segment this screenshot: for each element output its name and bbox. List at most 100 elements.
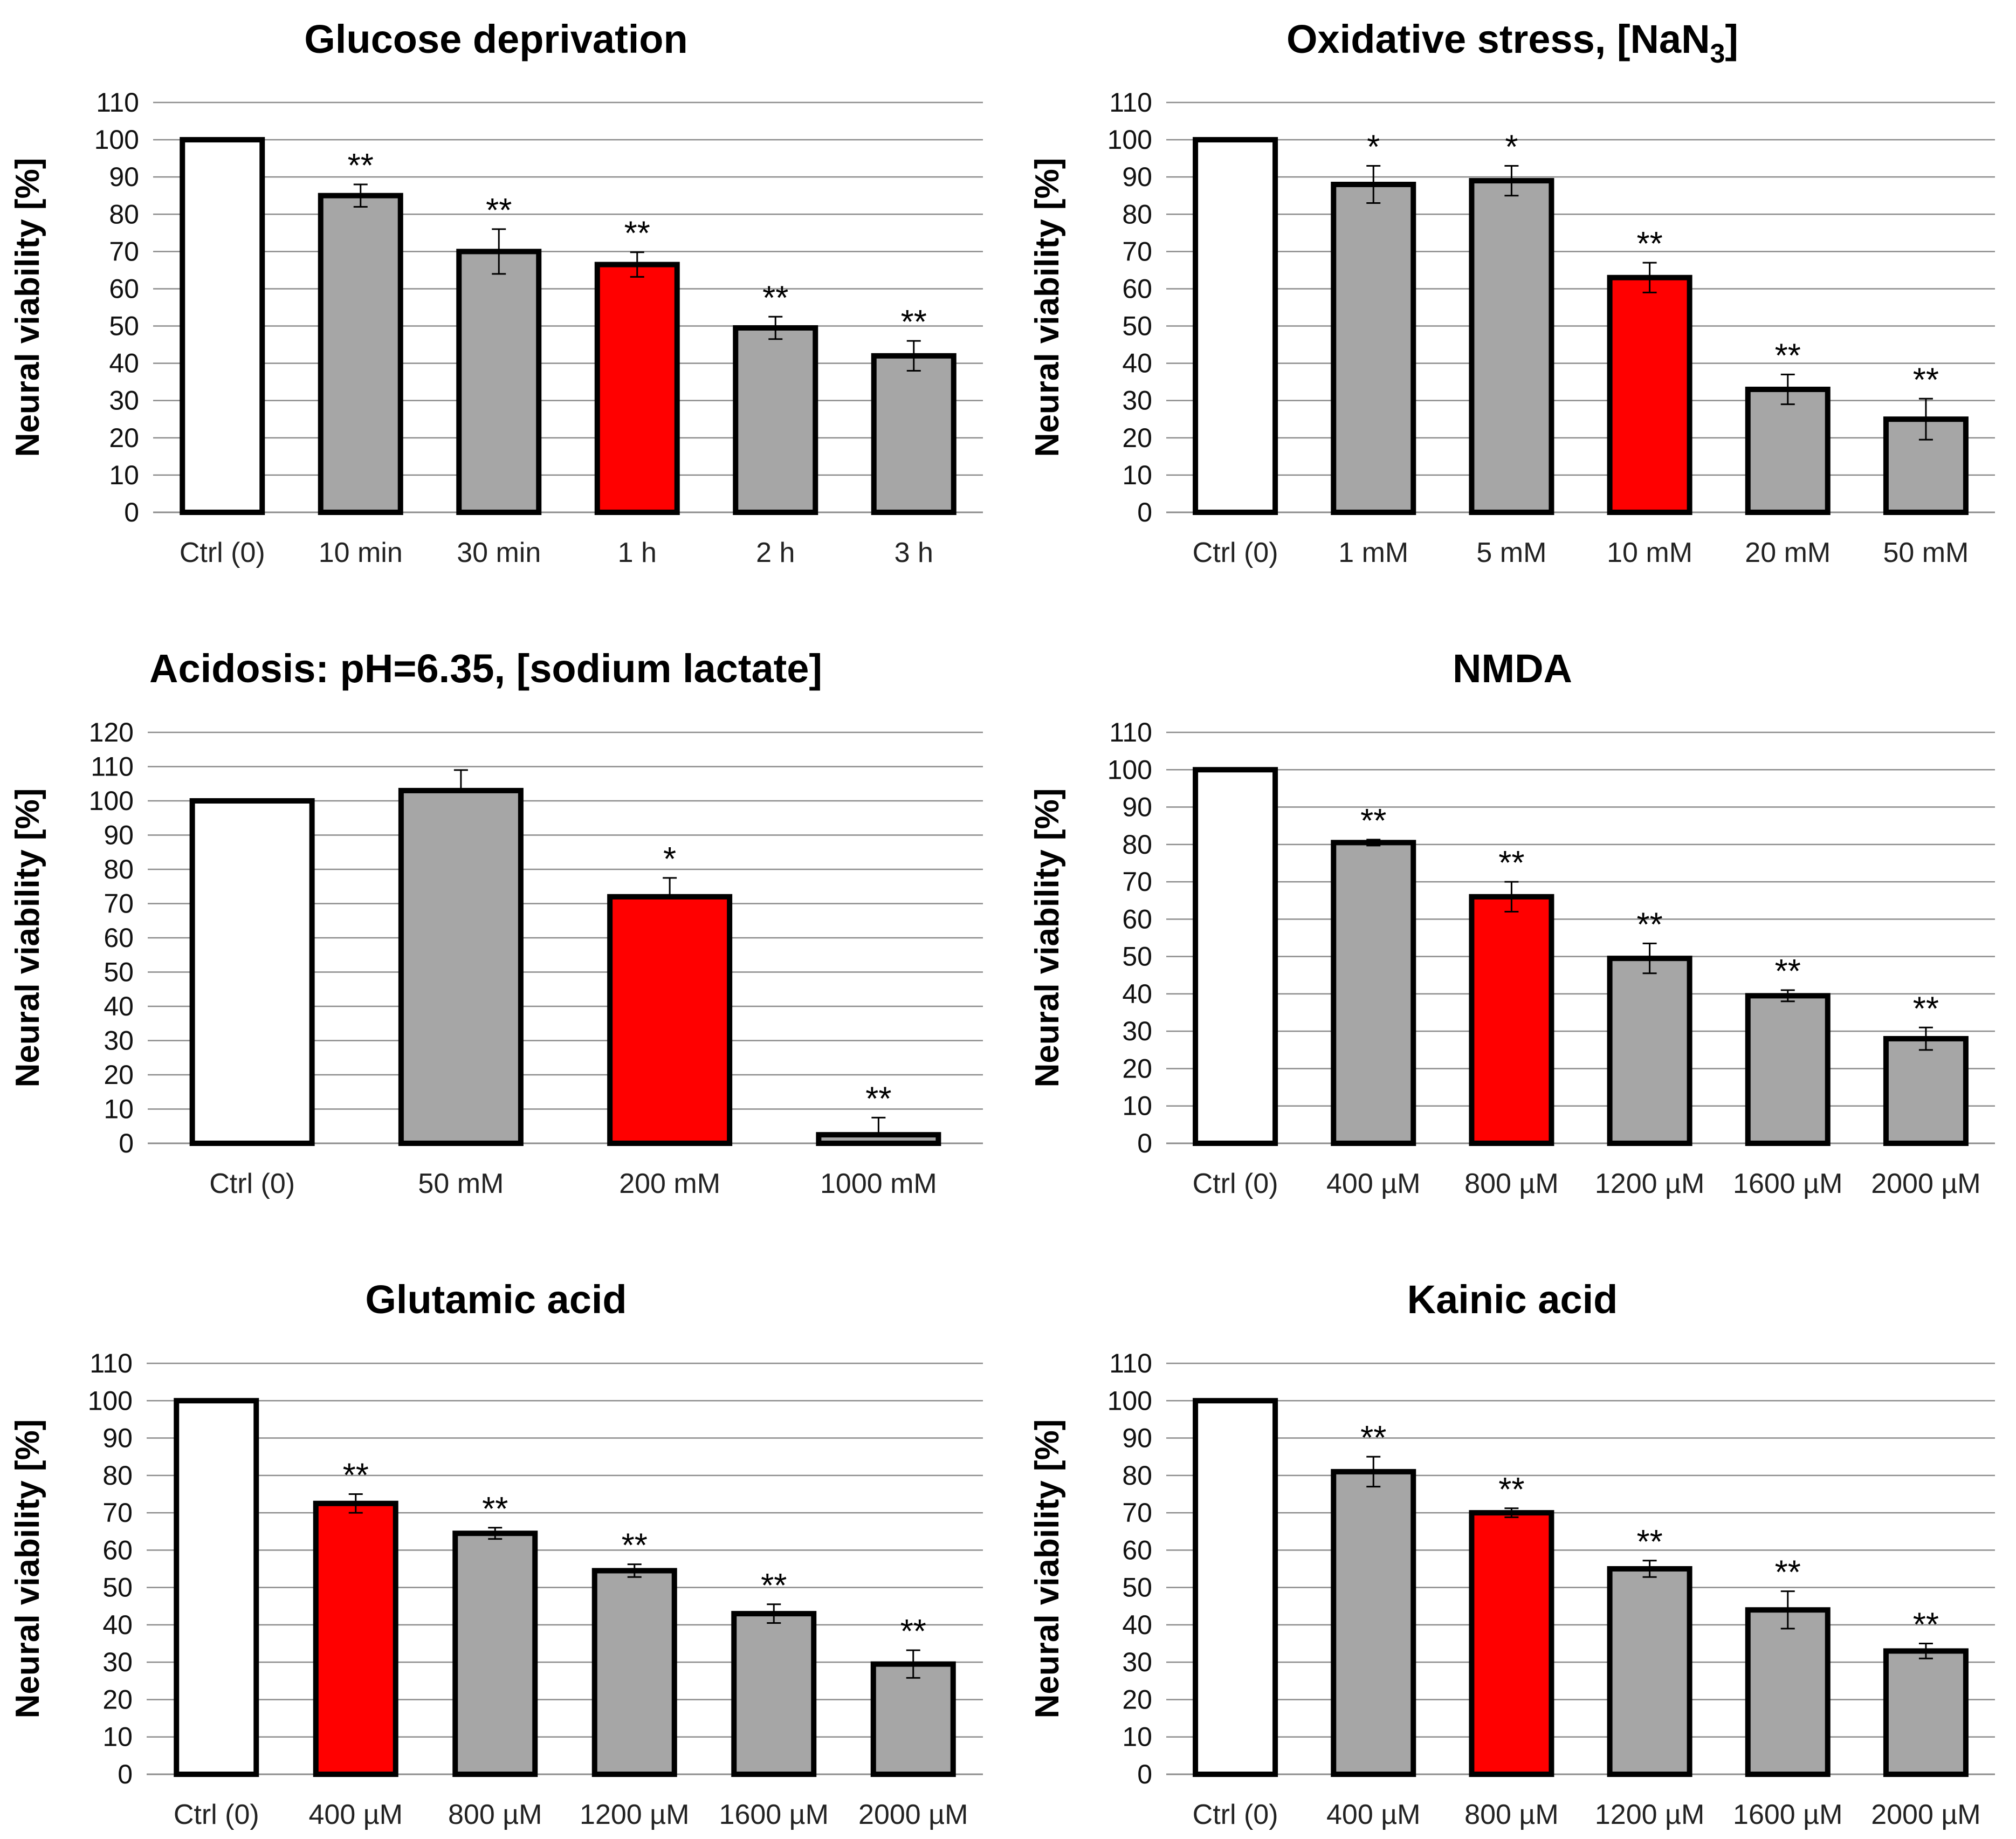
chart-title: Acidosis: pH=6.35, [sodium lactate]	[149, 646, 822, 691]
significance-marker: **	[761, 1567, 787, 1604]
y-tick-label: 10	[1122, 1091, 1152, 1121]
bar-1600-m	[1745, 993, 1831, 1146]
bar-1200-m	[1607, 956, 1692, 1146]
x-category-label: 20 mM	[1745, 537, 1831, 568]
y-axis-label: Neural viability [%]	[1029, 788, 1066, 1088]
significance-marker: **	[762, 279, 788, 317]
y-tick-label: 70	[1122, 1498, 1152, 1528]
significance-marker: **	[1913, 990, 1939, 1027]
significance-marker: **	[865, 1080, 891, 1117]
x-category-label: Ctrl (0)	[1193, 1168, 1278, 1199]
bar-1600-m	[1745, 1607, 1831, 1777]
bar-ctrl-0	[189, 798, 315, 1146]
chart-title: NMDA	[1453, 646, 1572, 691]
y-tick-label: 0	[1137, 497, 1152, 527]
y-tick-label: 10	[1122, 1722, 1152, 1752]
bar-10-min	[318, 193, 403, 515]
bar-ctrl-0	[1193, 1398, 1278, 1777]
y-tick-label: 120	[89, 717, 134, 747]
chart-panel-4: NMDA Neural viability [%] 0 10 20 30 40 50 60 70 8…	[1029, 646, 1995, 1199]
bar-1-mm	[1331, 182, 1416, 515]
y-tick-label: 50	[102, 1573, 133, 1603]
y-tick-label: 70	[109, 236, 139, 266]
y-tick-label: 0	[118, 1759, 133, 1789]
x-category-label: 800 µM	[1464, 1799, 1558, 1830]
y-tick-label: 100	[88, 1385, 133, 1416]
chart-title: Oxidative stress, [NaN3]	[1286, 17, 1738, 68]
x-category-label: 1600 µM	[1733, 1168, 1842, 1199]
y-tick-label: 30	[104, 1026, 134, 1056]
y-tick-label: 60	[1122, 1535, 1152, 1565]
x-category-label: 3 h	[895, 537, 933, 568]
x-category-label: 1600 µM	[1733, 1799, 1842, 1830]
bar-5-mm	[1469, 178, 1554, 516]
significance-marker: **	[343, 1457, 369, 1494]
bar-2000-m	[1883, 1648, 1969, 1777]
y-tick-label: 0	[1137, 1128, 1152, 1158]
y-tick-label: 80	[1122, 199, 1152, 229]
significance-marker: *	[663, 841, 676, 878]
significance-marker: **	[1498, 1471, 1524, 1508]
bar-1600-m	[731, 1611, 817, 1777]
significance-marker: **	[348, 147, 374, 184]
y-tick-label: 70	[1122, 867, 1152, 897]
x-category-label: 200 mM	[619, 1168, 720, 1199]
x-category-label: 400 µM	[1326, 1168, 1420, 1199]
x-category-label: Ctrl (0)	[180, 537, 265, 568]
significance-marker: **	[1775, 337, 1801, 374]
chart-panel-6: Kainic acid Neural viability [%] 0 10 20 30 40…	[1029, 1277, 1995, 1830]
bar-2000-m	[1883, 1036, 1969, 1147]
y-tick-label: 0	[124, 497, 139, 527]
y-tick-label: 90	[102, 1423, 133, 1453]
y-tick-label: 80	[1122, 829, 1152, 860]
y-tick-label: 80	[104, 854, 134, 884]
y-tick-label: 30	[109, 386, 139, 416]
y-axis-label: Neural viability [%]	[9, 158, 46, 457]
chart-panel-2: Oxidative stress, [NaN3] Neural viability…	[1029, 17, 1995, 568]
significance-marker: **	[624, 215, 650, 252]
significance-marker: **	[486, 192, 512, 229]
y-tick-label: 100	[94, 125, 139, 155]
y-tick-label: 90	[1122, 792, 1152, 822]
y-tick-label: 40	[104, 991, 134, 1021]
y-axis-label: Neural viability [%]	[1029, 1419, 1066, 1719]
x-category-label: 50 mM	[1883, 537, 1969, 568]
y-tick-label: 20	[109, 423, 139, 453]
bar-400-m	[1331, 1469, 1416, 1777]
y-tick-label: 10	[109, 460, 139, 490]
x-category-label: 2000 µM	[1871, 1799, 1980, 1830]
bar-400-m	[1331, 840, 1416, 1146]
x-category-label: 2 h	[756, 537, 795, 568]
y-tick-label: 100	[1107, 125, 1152, 155]
x-category-label: 10 mM	[1607, 537, 1692, 568]
y-tick-label: 0	[1137, 1759, 1152, 1789]
x-category-label: 800 µM	[448, 1799, 542, 1830]
y-tick-label: 60	[102, 1535, 133, 1565]
chart-title: Glucose deprivation	[304, 17, 687, 61]
significance-marker: **	[901, 304, 927, 341]
x-category-label: 1200 µM	[1595, 1799, 1704, 1830]
significance-marker: **	[622, 1527, 648, 1564]
x-category-label: 1 h	[618, 537, 657, 568]
bar-30-min	[456, 249, 542, 515]
chart-title: Glutamic acid	[365, 1277, 627, 1322]
y-tick-label: 70	[104, 889, 134, 919]
bar-1-h	[594, 262, 680, 515]
y-axis-label: Neural viability [%]	[9, 1419, 46, 1719]
significance-marker: **	[1360, 802, 1386, 840]
x-category-label: 1200 µM	[580, 1799, 689, 1830]
bar-800-m	[1469, 894, 1554, 1147]
bar-2-h	[733, 325, 818, 515]
y-tick-label: 20	[1122, 1053, 1152, 1083]
chart-panel-3: Acidosis: pH=6.35, [sodium lactate] Neura…	[9, 646, 983, 1199]
y-tick-label: 70	[102, 1498, 133, 1528]
y-tick-label: 10	[102, 1722, 133, 1752]
significance-marker: **	[1775, 1554, 1801, 1591]
significance-marker: **	[1913, 1607, 1939, 1644]
bar-ctrl-0	[180, 137, 265, 516]
x-category-label: 1 mM	[1338, 537, 1408, 568]
y-tick-label: 60	[1122, 904, 1152, 934]
chart-title: Kainic acid	[1407, 1277, 1618, 1322]
x-category-label: 1000 mM	[820, 1168, 937, 1199]
y-tick-label: 110	[96, 87, 139, 118]
